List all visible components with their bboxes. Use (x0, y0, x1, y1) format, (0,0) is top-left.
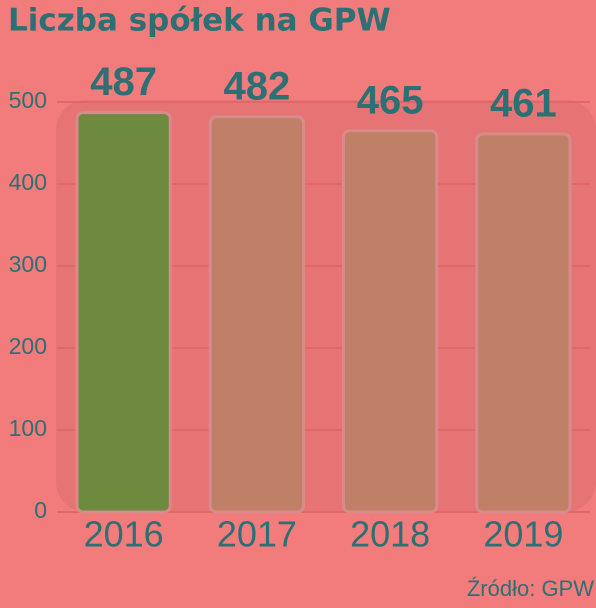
value-label: 487 (90, 60, 157, 104)
value-label: 465 (357, 78, 424, 122)
bar (475, 132, 572, 514)
chart-title: Liczba spółek na GPW (8, 3, 391, 39)
y-tick-label: 200 (9, 333, 47, 359)
x-tick-label: 2019 (483, 514, 563, 555)
y-tick-label: 100 (9, 415, 47, 441)
value-label: 482 (224, 64, 291, 108)
source-note: Źródło: GPW (467, 576, 594, 601)
x-tick-label: 2017 (217, 514, 297, 555)
y-tick-label: 0 (34, 497, 47, 523)
x-tick-label: 2016 (84, 514, 164, 555)
y-tick-label: 500 (9, 87, 47, 113)
bar (208, 115, 306, 514)
bar (75, 111, 172, 514)
value-label: 461 (490, 82, 557, 126)
x-tick-label: 2018 (350, 514, 430, 555)
y-tick-label: 400 (9, 169, 47, 195)
y-tick-label: 300 (9, 251, 47, 277)
plot-panel (56, 100, 596, 512)
bar (341, 129, 439, 514)
